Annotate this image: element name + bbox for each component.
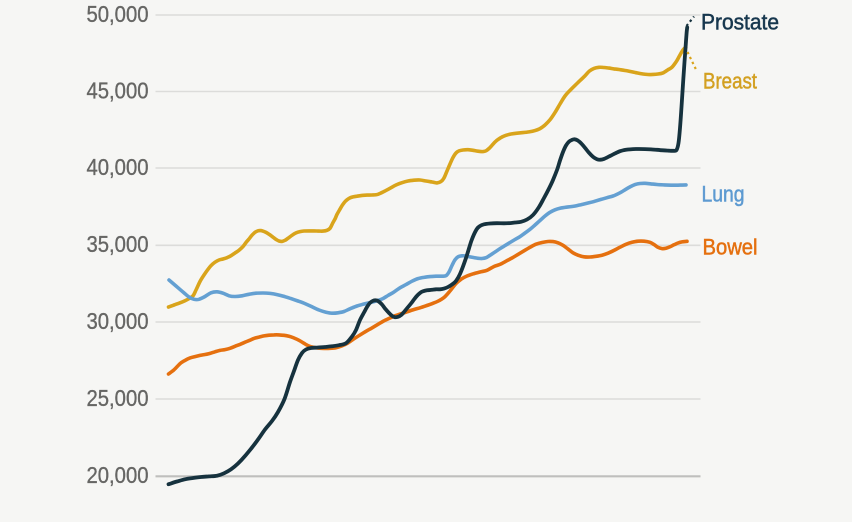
svg-text:35,000: 35,000 [87,231,149,257]
svg-text:Bowel: Bowel [703,234,758,259]
svg-text:45,000: 45,000 [87,77,149,103]
svg-text:Breast: Breast [703,69,757,94]
svg-text:Prostate: Prostate [701,10,779,35]
svg-text:Lung: Lung [702,182,745,207]
svg-text:40,000: 40,000 [87,154,149,180]
svg-text:20,000: 20,000 [87,462,149,488]
svg-text:30,000: 30,000 [87,308,149,334]
svg-text:25,000: 25,000 [87,385,149,411]
svg-text:50,000: 50,000 [87,1,149,27]
